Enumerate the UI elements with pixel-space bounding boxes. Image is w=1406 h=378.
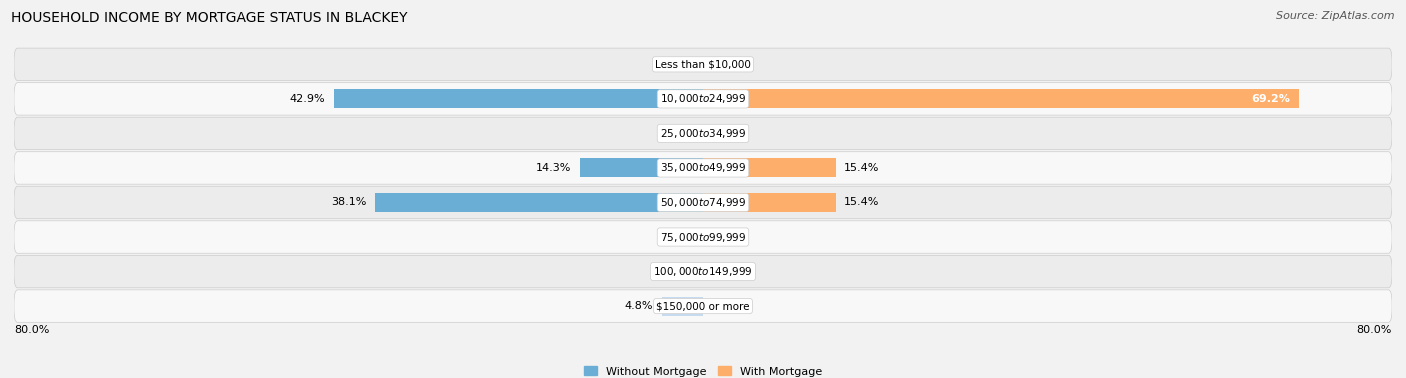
Text: Less than $10,000: Less than $10,000: [655, 59, 751, 69]
FancyBboxPatch shape: [14, 221, 1392, 253]
Text: 0.0%: 0.0%: [716, 232, 744, 242]
FancyBboxPatch shape: [14, 152, 1392, 184]
Text: 14.3%: 14.3%: [536, 163, 571, 173]
FancyBboxPatch shape: [14, 186, 1392, 219]
Bar: [375, 193, 703, 212]
Text: Source: ZipAtlas.com: Source: ZipAtlas.com: [1277, 11, 1395, 21]
Text: $50,000 to $74,999: $50,000 to $74,999: [659, 196, 747, 209]
Text: 38.1%: 38.1%: [330, 197, 367, 208]
Text: 80.0%: 80.0%: [14, 325, 49, 335]
Text: 42.9%: 42.9%: [290, 94, 325, 104]
Text: 4.8%: 4.8%: [624, 301, 652, 311]
Text: $35,000 to $49,999: $35,000 to $49,999: [659, 161, 747, 175]
FancyBboxPatch shape: [14, 290, 1392, 322]
Bar: [703, 158, 835, 177]
Text: 69.2%: 69.2%: [1251, 94, 1291, 104]
Text: 0.0%: 0.0%: [662, 129, 690, 138]
Bar: [703, 193, 835, 212]
Text: 0.0%: 0.0%: [716, 266, 744, 277]
FancyBboxPatch shape: [14, 48, 1392, 81]
Text: $100,000 to $149,999: $100,000 to $149,999: [654, 265, 752, 278]
Text: $150,000 or more: $150,000 or more: [657, 301, 749, 311]
Bar: [703, 89, 1299, 108]
Text: 80.0%: 80.0%: [1357, 325, 1392, 335]
Text: $75,000 to $99,999: $75,000 to $99,999: [659, 231, 747, 243]
FancyBboxPatch shape: [14, 117, 1392, 150]
Text: 0.0%: 0.0%: [716, 129, 744, 138]
Bar: [662, 297, 703, 316]
Text: $25,000 to $34,999: $25,000 to $34,999: [659, 127, 747, 140]
Text: 0.0%: 0.0%: [716, 59, 744, 69]
Text: 0.0%: 0.0%: [662, 59, 690, 69]
Text: 0.0%: 0.0%: [662, 266, 690, 277]
Text: 15.4%: 15.4%: [844, 197, 880, 208]
Bar: [333, 89, 703, 108]
FancyBboxPatch shape: [14, 255, 1392, 288]
Text: 0.0%: 0.0%: [662, 232, 690, 242]
FancyBboxPatch shape: [14, 83, 1392, 115]
Text: 0.0%: 0.0%: [716, 301, 744, 311]
Text: HOUSEHOLD INCOME BY MORTGAGE STATUS IN BLACKEY: HOUSEHOLD INCOME BY MORTGAGE STATUS IN B…: [11, 11, 408, 25]
Text: $10,000 to $24,999: $10,000 to $24,999: [659, 92, 747, 105]
Bar: [579, 158, 703, 177]
Text: 15.4%: 15.4%: [844, 163, 880, 173]
Legend: Without Mortgage, With Mortgage: Without Mortgage, With Mortgage: [579, 362, 827, 378]
